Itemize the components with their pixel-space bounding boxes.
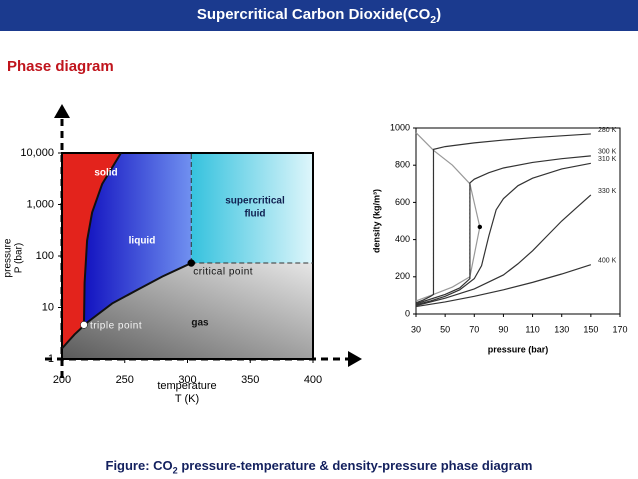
- y-axis-label: pressure: [3, 238, 14, 277]
- y-tick-label: 1: [48, 353, 54, 365]
- x-tick-label: 200: [53, 374, 71, 386]
- x-axis-label: temperature: [157, 380, 216, 392]
- y-tick-label: 0: [405, 308, 410, 318]
- region: [62, 153, 121, 349]
- y-tick-label: 400: [395, 234, 410, 244]
- y-axis-label: P (bar): [14, 243, 25, 273]
- x-tick-label: 300: [178, 374, 196, 386]
- caption-text: pressure-temperature & density-pressure …: [177, 458, 533, 473]
- isotherm: [415, 194, 592, 307]
- region-label: solid: [94, 168, 117, 179]
- series-label: 400 K: [598, 258, 617, 265]
- x-tick-label: 350: [241, 374, 259, 386]
- isotherm: [415, 155, 591, 305]
- series-label: 280 K: [598, 127, 617, 134]
- point-label: triple point: [90, 321, 142, 332]
- header: Supercritical Carbon Dioxide(CO2): [0, 0, 638, 31]
- isotherm: [415, 162, 591, 306]
- critical-point: [477, 224, 483, 230]
- x-tick-label: 150: [583, 324, 598, 334]
- region-label: gas: [191, 318, 209, 329]
- series-label: 310 K: [598, 156, 617, 163]
- y-tick-label: 1,000: [26, 198, 54, 210]
- y-tick-label: 200: [395, 271, 410, 281]
- y-tick-label: 100: [36, 250, 54, 262]
- y-axis-label: density (kg/m³): [371, 189, 381, 253]
- region-label: fluid: [244, 209, 265, 220]
- x-tick-label: 90: [498, 324, 508, 334]
- phase-point: [80, 321, 88, 329]
- y-tick-label: 1000: [390, 122, 410, 132]
- region: [83, 153, 192, 325]
- x-axis-label: pressure (bar): [488, 344, 549, 354]
- x-tick-label: 30: [411, 324, 421, 334]
- arrowhead: [54, 104, 70, 118]
- plot-frame: [415, 127, 621, 315]
- x-tick-label: 250: [116, 374, 134, 386]
- charts: solid liquid supercritical fluid gas triple p…: [3, 104, 628, 405]
- y-tick-label: 10,000: [20, 147, 54, 159]
- x-axis-label: T (K): [175, 393, 199, 405]
- x-tick-label: 50: [440, 324, 450, 334]
- x-tick-label: 70: [469, 324, 479, 334]
- title-subscript: 2: [430, 14, 437, 26]
- y-tick-label: 800: [395, 160, 410, 170]
- x-tick-label: 130: [554, 324, 569, 334]
- series-label: 330 K: [598, 188, 617, 195]
- arrowhead: [348, 351, 362, 367]
- caption-text: Figure: CO: [105, 458, 173, 473]
- title-text: ): [436, 6, 442, 23]
- caption: Figure: CO2 pressure-temperature & densi…: [0, 458, 638, 476]
- region-label: supercritical: [225, 196, 285, 207]
- region-label: liquid: [129, 236, 156, 247]
- x-tick-label: 110: [525, 324, 539, 334]
- subtitle: Phase diagram: [7, 58, 114, 75]
- region: [191, 153, 313, 264]
- y-tick-label: 600: [395, 197, 410, 207]
- region: [62, 263, 313, 359]
- series-label: 300 K: [598, 149, 617, 156]
- caption-subscript: 2: [172, 465, 178, 476]
- x-tick-label: 400: [304, 374, 322, 386]
- isotherm: [415, 264, 592, 308]
- phase-boundary: [83, 262, 192, 326]
- isotherm: [415, 133, 591, 304]
- x-tick-label: 170: [612, 324, 627, 334]
- title-text: Supercritical Carbon Dioxide(CO: [196, 6, 431, 23]
- phase-point: [187, 259, 196, 267]
- point-label: critical point: [193, 267, 253, 278]
- phase-boundary: [82, 152, 122, 325]
- y-tick-label: 10: [42, 301, 54, 313]
